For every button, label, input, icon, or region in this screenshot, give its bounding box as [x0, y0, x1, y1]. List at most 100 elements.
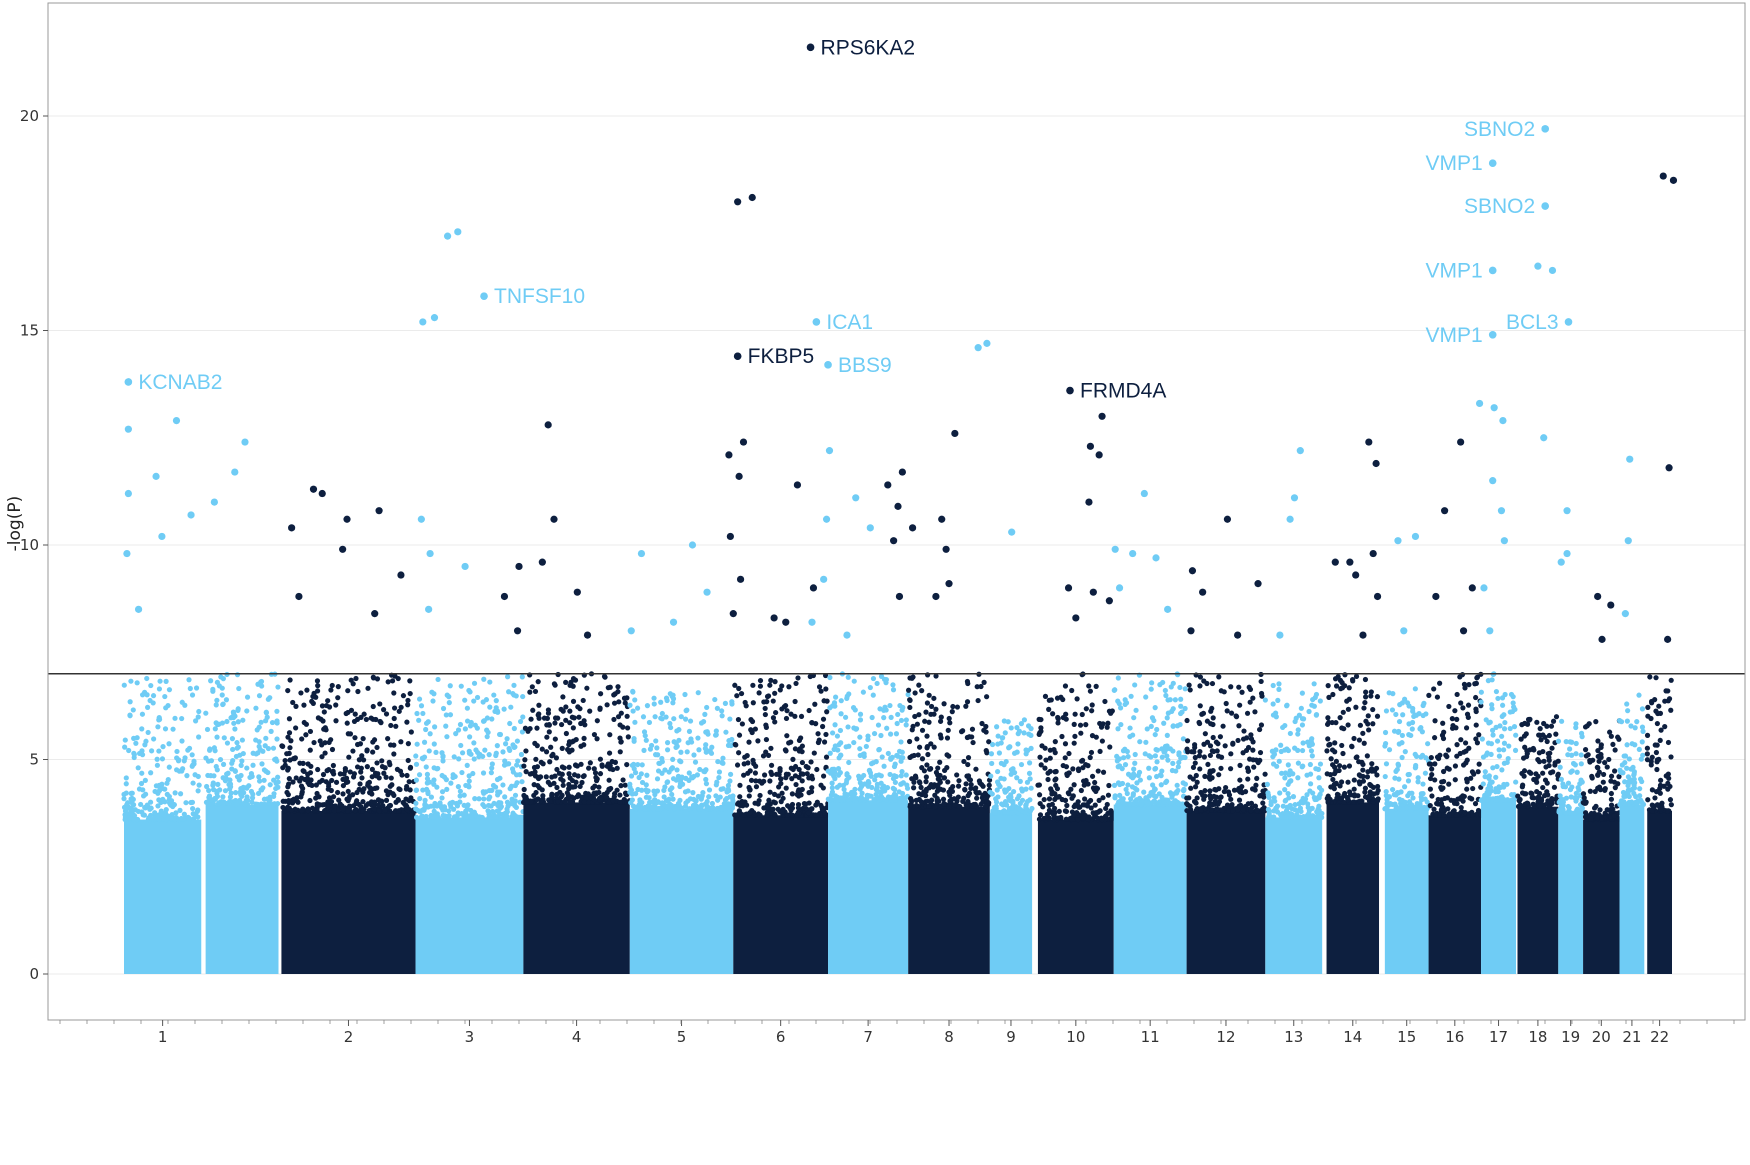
data-point: [1086, 683, 1092, 689]
data-point: [922, 793, 929, 799]
data-point: [541, 715, 548, 721]
data-point: [1132, 760, 1138, 766]
data-point: [1585, 752, 1591, 758]
data-point: [631, 735, 637, 742]
data-point: [1151, 717, 1157, 724]
data-point: [547, 759, 553, 765]
data-point: [1608, 773, 1615, 779]
data-point: [169, 811, 175, 818]
data-point: [578, 743, 584, 749]
data-point: [267, 782, 273, 788]
data-point: [1245, 801, 1251, 807]
data-point: [1148, 723, 1154, 730]
data-point: [674, 728, 680, 734]
data-point: [875, 722, 882, 728]
chromosome-scatter: [1478, 671, 1519, 803]
data-point: [1346, 763, 1353, 769]
data-point: [992, 810, 998, 816]
data-point: [1089, 708, 1095, 714]
data-point: [776, 784, 782, 790]
data-point: [982, 803, 989, 810]
significant-point: [454, 228, 462, 236]
data-point: [718, 786, 724, 792]
data-point: [1622, 779, 1628, 785]
data-point: [1362, 794, 1369, 800]
data-point: [431, 777, 437, 783]
data-point: [905, 687, 912, 693]
data-point: [535, 679, 541, 685]
significant-point: [866, 524, 874, 532]
data-point: [821, 739, 828, 745]
data-point: [1270, 701, 1276, 707]
data-point: [980, 792, 986, 798]
data-point: [234, 672, 241, 678]
data-point: [661, 787, 667, 793]
data-point: [981, 727, 987, 733]
data-point: [902, 797, 908, 803]
data-point: [1400, 806, 1407, 812]
data-point: [464, 705, 470, 711]
data-point: [1553, 714, 1560, 720]
data-point: [1356, 737, 1363, 743]
data-point: [1485, 678, 1491, 684]
data-point: [1513, 732, 1519, 738]
data-point: [1192, 760, 1198, 766]
data-point: [1432, 718, 1438, 724]
data-point: [1084, 803, 1091, 809]
data-point: [1128, 693, 1134, 699]
data-point: [998, 740, 1004, 746]
significant-point: [951, 429, 959, 438]
significant-point: [318, 489, 326, 498]
data-point: [145, 729, 151, 736]
data-point: [726, 738, 732, 744]
data-point: [1555, 758, 1561, 764]
data-point: [1245, 744, 1252, 751]
data-point: [847, 796, 853, 802]
data-point: [1075, 816, 1081, 823]
data-point: [1190, 764, 1197, 771]
data-point: [986, 800, 992, 806]
data-point: [1251, 764, 1257, 770]
data-point: [790, 756, 796, 762]
data-point: [446, 813, 452, 819]
data-point: [946, 753, 952, 759]
data-point: [1210, 734, 1216, 741]
data-point: [905, 691, 911, 698]
data-point: [1409, 719, 1416, 726]
data-point: [786, 740, 792, 746]
data-point: [552, 720, 558, 726]
data-point: [210, 686, 216, 692]
data-point: [447, 712, 454, 718]
data-point: [799, 778, 805, 784]
data-point: [811, 750, 817, 756]
data-point: [150, 700, 156, 706]
data-point: [347, 731, 354, 737]
data-point: [563, 730, 569, 737]
data-point: [833, 797, 839, 803]
data-point: [935, 782, 941, 788]
data-point: [926, 803, 932, 809]
data-point: [528, 799, 534, 805]
data-point: [827, 750, 833, 756]
significant-point: [669, 618, 678, 626]
data-point: [979, 720, 985, 727]
data-point: [1066, 750, 1072, 757]
data-point: [841, 786, 847, 793]
data-point: [596, 784, 602, 790]
data-point: [827, 796, 833, 802]
data-point: [489, 787, 495, 793]
data-point: [1450, 723, 1456, 729]
significant-point: [158, 532, 166, 541]
data-point: [193, 685, 200, 691]
data-point: [1149, 680, 1155, 686]
data-point: [624, 713, 630, 719]
data-point: [1297, 814, 1303, 820]
data-point: [315, 766, 321, 773]
data-point: [575, 792, 582, 798]
data-point: [762, 705, 768, 712]
data-point: [1573, 724, 1579, 731]
data-point: [768, 769, 774, 775]
data-point: [1028, 732, 1034, 738]
data-point: [834, 784, 840, 790]
data-point: [335, 789, 341, 796]
